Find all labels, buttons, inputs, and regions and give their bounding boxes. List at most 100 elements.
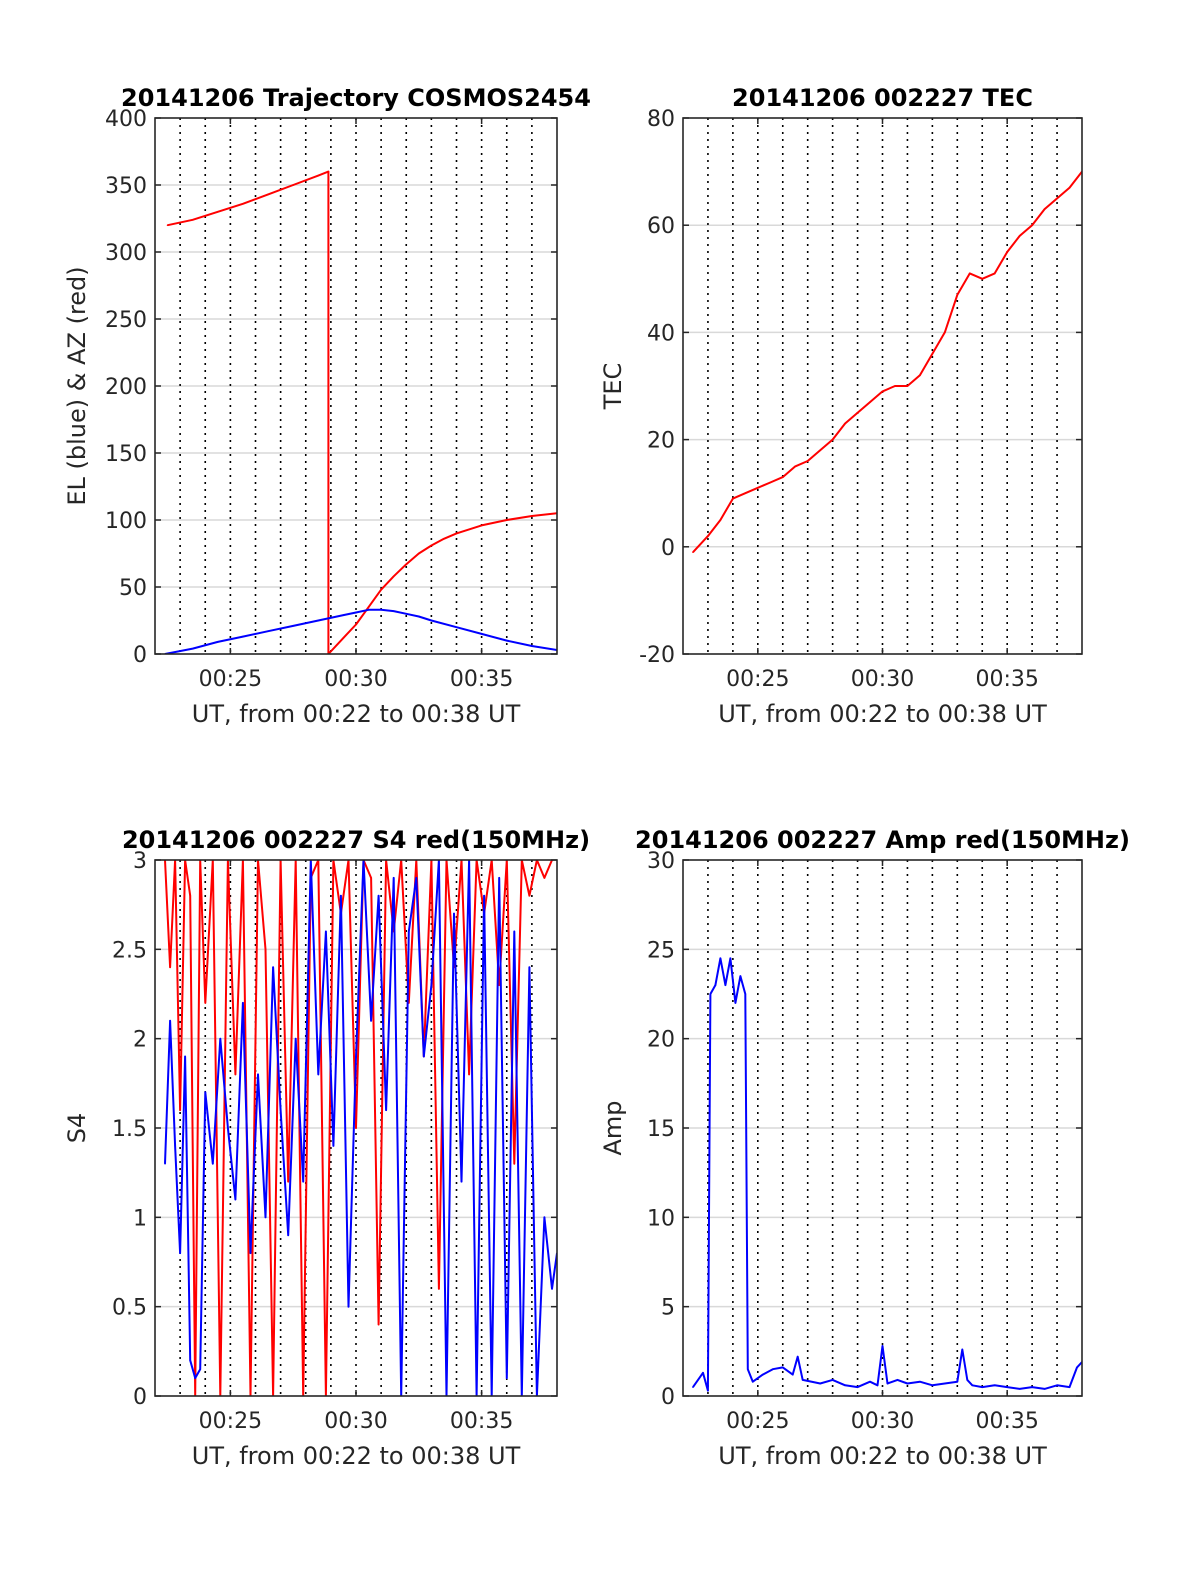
data-point <box>944 1382 946 1385</box>
data-point <box>392 575 395 578</box>
y-tick-label: 25 <box>647 938 675 963</box>
y-tick-label: 40 <box>647 321 675 346</box>
data-point <box>692 1386 694 1388</box>
data-point <box>234 1198 237 1201</box>
data-point <box>179 1109 181 1111</box>
data-point <box>886 1382 889 1385</box>
data-point <box>781 1366 784 1369</box>
data-point <box>189 894 191 897</box>
y-tick-label: 20 <box>647 429 675 454</box>
x-axis-label: UT, from 00:22 to 00:38 UT <box>718 700 1047 728</box>
data-point <box>971 1384 974 1387</box>
data-point <box>844 422 846 425</box>
data-point <box>392 610 395 612</box>
data-point <box>370 877 372 879</box>
x-tick-label: 00:35 <box>450 667 513 692</box>
data-point <box>762 1373 764 1376</box>
data-point <box>179 1252 181 1254</box>
y-tick-label: 0.5 <box>112 1296 147 1321</box>
data-point <box>881 1345 884 1347</box>
y-axis: -20 0 20 40 60 80 <box>639 107 1082 668</box>
y-axis-label: Amp <box>599 1100 627 1155</box>
y-tick-label: 150 <box>105 442 147 467</box>
data-point <box>505 1377 508 1379</box>
data-point <box>876 1384 879 1387</box>
data-point <box>342 614 345 616</box>
data-point <box>819 449 821 452</box>
series-red <box>166 170 557 654</box>
y-axis-label: S4 <box>63 1113 91 1144</box>
data-point <box>480 633 483 635</box>
data-point <box>227 1127 229 1129</box>
chart-title: 20141206 002227 S4 red(150MHz) <box>122 826 590 854</box>
data-point <box>869 401 871 403</box>
data-point <box>844 1384 846 1387</box>
data-point <box>734 1002 737 1004</box>
y-tick-label: 60 <box>647 214 675 239</box>
y-tick-label: 50 <box>119 576 147 601</box>
data-point <box>217 211 219 213</box>
data-point <box>729 957 732 960</box>
data-point <box>219 1037 222 1040</box>
data-point <box>1018 235 1021 237</box>
data-point <box>392 877 395 879</box>
data-point <box>483 894 485 897</box>
data-point <box>184 1055 186 1058</box>
data-point <box>896 1379 899 1381</box>
y-axis-label: EL (blue) & AZ (red) <box>63 266 91 505</box>
data-point <box>1043 208 1046 210</box>
panel-amp: 0 5 10 15 20 25 30 00:25 00:30 00:35 UT, from 00:2… <box>599 826 1130 1470</box>
data-point <box>744 993 747 995</box>
data-point <box>430 619 433 622</box>
data-point <box>993 1384 996 1387</box>
series-line <box>692 170 1082 553</box>
y-tick-label: 250 <box>105 308 147 333</box>
data-point <box>204 1002 207 1004</box>
y-tick-label: 350 <box>105 174 147 199</box>
data-point <box>164 1162 166 1165</box>
data-point <box>332 1145 335 1147</box>
data-point <box>317 1073 320 1076</box>
x-axis: 00:25 00:30 00:35 <box>726 860 1039 1434</box>
data-point <box>191 647 194 650</box>
data-point <box>460 1180 463 1183</box>
data-point <box>264 1216 267 1219</box>
series-blue <box>692 957 1082 1392</box>
data-point <box>443 537 445 540</box>
y-tick-label: 0 <box>661 536 675 561</box>
data-point <box>919 374 921 377</box>
data-point <box>370 1020 372 1022</box>
data-point <box>719 519 722 521</box>
data-point <box>1056 1384 1058 1387</box>
data-point <box>894 385 896 387</box>
data-point <box>302 1180 305 1183</box>
x-tick-label: 00:25 <box>199 667 262 692</box>
data-point <box>831 438 834 441</box>
series-line <box>164 608 557 654</box>
data-point <box>317 174 320 177</box>
series-line <box>692 957 1082 1392</box>
data-point <box>966 1379 969 1381</box>
y-tick-label: 0 <box>661 1385 675 1410</box>
data-point <box>981 1386 984 1388</box>
data-point <box>174 1145 176 1147</box>
data-point <box>757 487 759 489</box>
data-point <box>714 984 717 986</box>
data-point <box>327 170 330 173</box>
series-red <box>692 170 1082 553</box>
data-point <box>531 515 533 517</box>
panel-s4: 0 0.5 1 1.5 2 2.5 3 00:25 00:30 00:35 UT, from 00:… <box>63 826 590 1470</box>
data-point <box>732 497 734 500</box>
data-point <box>806 460 809 462</box>
data-point <box>377 1323 380 1326</box>
data-point <box>468 1073 470 1076</box>
y-axis: 0 50 100 150 200 250 300 350 400 <box>105 107 557 668</box>
data-point <box>242 202 244 205</box>
data-point <box>1056 197 1058 200</box>
y-tick-label: 2.5 <box>112 938 147 963</box>
data-point <box>831 1379 834 1381</box>
data-point <box>249 1252 252 1254</box>
y-tick-label: 300 <box>105 241 147 266</box>
data-point <box>292 625 294 627</box>
data-point <box>287 1180 289 1183</box>
